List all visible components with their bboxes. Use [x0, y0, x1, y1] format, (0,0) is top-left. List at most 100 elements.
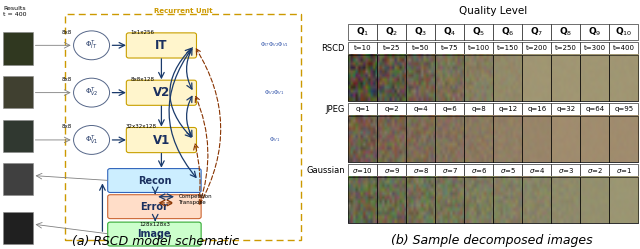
Text: t=400: t=400	[613, 45, 635, 51]
Text: V1: V1	[153, 133, 170, 147]
FancyBboxPatch shape	[406, 103, 435, 116]
Text: $\sigma$=8: $\sigma$=8	[413, 166, 429, 175]
Text: $\Phi^T_{IT}$: $\Phi^T_{IT}$	[85, 39, 98, 52]
Text: Competition: Competition	[179, 194, 212, 199]
Circle shape	[74, 78, 109, 107]
Text: q=8: q=8	[472, 106, 486, 112]
FancyBboxPatch shape	[465, 55, 493, 101]
Text: 8x8: 8x8	[61, 124, 72, 129]
FancyBboxPatch shape	[108, 195, 201, 219]
FancyBboxPatch shape	[551, 55, 580, 101]
FancyBboxPatch shape	[378, 177, 406, 223]
FancyBboxPatch shape	[348, 116, 378, 162]
Text: q=4: q=4	[413, 106, 428, 112]
FancyBboxPatch shape	[580, 164, 609, 177]
FancyBboxPatch shape	[551, 24, 580, 40]
Text: Gaussian: Gaussian	[307, 166, 345, 175]
Text: $\Phi^T_{V2}$: $\Phi^T_{V2}$	[84, 86, 99, 99]
Text: 1x1x256: 1x1x256	[131, 30, 155, 35]
FancyBboxPatch shape	[493, 42, 522, 55]
FancyBboxPatch shape	[551, 103, 580, 116]
FancyBboxPatch shape	[378, 103, 406, 116]
FancyBboxPatch shape	[126, 80, 196, 105]
FancyBboxPatch shape	[435, 164, 465, 177]
FancyBboxPatch shape	[126, 33, 196, 58]
FancyBboxPatch shape	[348, 24, 378, 40]
FancyBboxPatch shape	[3, 76, 33, 108]
Text: (b) Sample decomposed images: (b) Sample decomposed images	[391, 234, 593, 247]
Text: t=50: t=50	[412, 45, 429, 51]
FancyBboxPatch shape	[493, 55, 522, 101]
FancyBboxPatch shape	[435, 55, 465, 101]
FancyBboxPatch shape	[522, 164, 551, 177]
FancyBboxPatch shape	[580, 55, 609, 101]
FancyBboxPatch shape	[3, 163, 33, 195]
FancyBboxPatch shape	[522, 116, 551, 162]
FancyBboxPatch shape	[406, 42, 435, 55]
Text: t=10: t=10	[354, 45, 372, 51]
Text: q=6: q=6	[442, 106, 457, 112]
Text: t=250: t=250	[555, 45, 577, 51]
FancyBboxPatch shape	[3, 32, 33, 65]
Text: Q$_9$: Q$_9$	[588, 25, 602, 38]
FancyBboxPatch shape	[609, 42, 638, 55]
Text: V2: V2	[153, 86, 170, 99]
FancyBboxPatch shape	[465, 103, 493, 116]
Text: t=200: t=200	[526, 45, 548, 51]
FancyBboxPatch shape	[465, 42, 493, 55]
FancyBboxPatch shape	[108, 222, 201, 246]
Text: t=300: t=300	[584, 45, 606, 51]
Text: Recurrent Unit: Recurrent Unit	[154, 8, 212, 14]
Text: $\sigma$=2: $\sigma$=2	[587, 166, 603, 175]
FancyBboxPatch shape	[580, 177, 609, 223]
FancyBboxPatch shape	[378, 24, 406, 40]
Text: $\sigma$=3: $\sigma$=3	[557, 166, 574, 175]
FancyBboxPatch shape	[465, 164, 493, 177]
Text: Q$_5$: Q$_5$	[472, 25, 485, 38]
FancyBboxPatch shape	[348, 164, 378, 177]
Text: 8x8: 8x8	[61, 30, 72, 35]
Text: q=1: q=1	[355, 106, 370, 112]
Text: Q$_{10}$: Q$_{10}$	[615, 25, 632, 38]
Text: t=25: t=25	[383, 45, 401, 51]
FancyBboxPatch shape	[465, 116, 493, 162]
FancyBboxPatch shape	[108, 169, 201, 192]
Text: IT: IT	[155, 39, 168, 52]
Text: Q$_4$: Q$_4$	[443, 25, 456, 38]
FancyBboxPatch shape	[522, 55, 551, 101]
FancyBboxPatch shape	[126, 127, 196, 153]
Text: 128x128x3: 128x128x3	[140, 222, 171, 227]
FancyBboxPatch shape	[378, 42, 406, 55]
FancyBboxPatch shape	[348, 177, 378, 223]
Text: q=95: q=95	[614, 106, 634, 112]
FancyBboxPatch shape	[465, 24, 493, 40]
FancyBboxPatch shape	[348, 42, 378, 55]
FancyBboxPatch shape	[493, 177, 522, 223]
Text: Quality Level: Quality Level	[460, 6, 527, 16]
Text: $\Phi_{V2}\Phi_{V1}$: $\Phi_{V2}\Phi_{V1}$	[264, 88, 285, 97]
FancyBboxPatch shape	[551, 177, 580, 223]
Text: $\Phi^T_{V1}$: $\Phi^T_{V1}$	[84, 133, 99, 147]
Circle shape	[74, 31, 109, 60]
Text: 8x8: 8x8	[61, 77, 72, 82]
Text: q=2: q=2	[385, 106, 399, 112]
Text: Q$_3$: Q$_3$	[414, 25, 428, 38]
FancyBboxPatch shape	[348, 103, 378, 116]
FancyBboxPatch shape	[551, 164, 580, 177]
Text: $\sigma$=7: $\sigma$=7	[442, 166, 458, 175]
FancyBboxPatch shape	[435, 103, 465, 116]
Text: t=150: t=150	[497, 45, 519, 51]
FancyBboxPatch shape	[3, 212, 33, 244]
Text: Transpose: Transpose	[179, 200, 206, 205]
Text: $\sigma$=1: $\sigma$=1	[616, 166, 632, 175]
FancyBboxPatch shape	[406, 116, 435, 162]
Text: Q$_8$: Q$_8$	[559, 25, 572, 38]
Text: q=16: q=16	[527, 106, 547, 112]
Text: Q$_6$: Q$_6$	[501, 25, 515, 38]
Text: t=75: t=75	[441, 45, 459, 51]
FancyBboxPatch shape	[493, 164, 522, 177]
Text: $\sigma$=5: $\sigma$=5	[500, 166, 516, 175]
FancyBboxPatch shape	[406, 24, 435, 40]
FancyBboxPatch shape	[609, 24, 638, 40]
Circle shape	[74, 125, 109, 154]
